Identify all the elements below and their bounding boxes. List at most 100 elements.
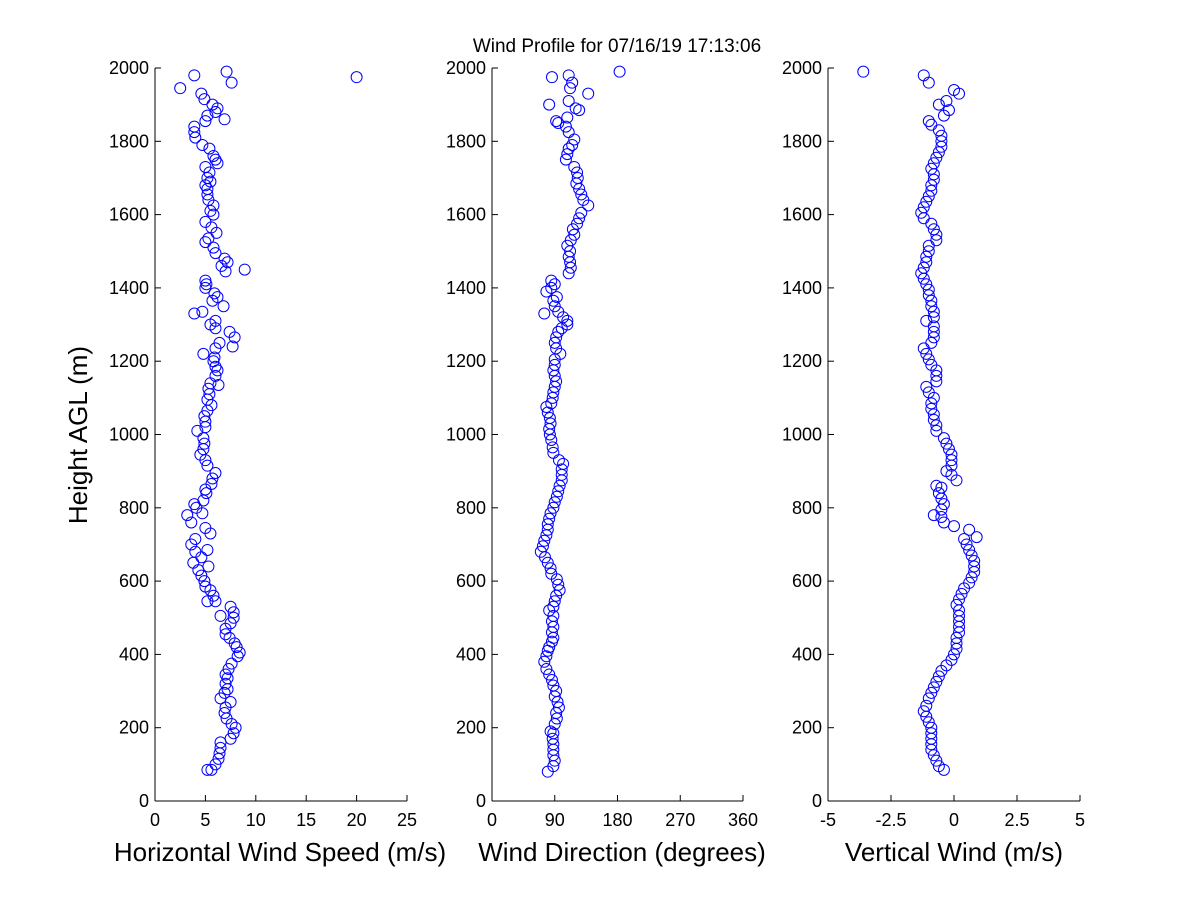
data-point xyxy=(224,732,237,745)
data-point xyxy=(573,212,586,225)
data-point xyxy=(195,569,208,582)
data-point xyxy=(544,507,557,520)
data-point xyxy=(198,575,211,588)
data-point xyxy=(922,353,935,366)
data-point xyxy=(547,386,560,399)
data-point xyxy=(930,369,943,382)
data-point xyxy=(568,228,581,241)
data-point xyxy=(225,76,238,89)
data-point xyxy=(552,578,565,591)
y-tick-label: 600 xyxy=(119,571,149,591)
data-point xyxy=(207,149,220,162)
y-tick-label: 200 xyxy=(456,718,486,738)
data-point xyxy=(932,670,945,683)
data-point xyxy=(197,347,210,360)
data-point xyxy=(548,336,561,349)
data-point xyxy=(930,675,943,688)
x-tick-label: 360 xyxy=(728,810,758,830)
data-point xyxy=(552,325,565,338)
data-point xyxy=(202,232,215,245)
data-point xyxy=(199,215,212,228)
y-tick-label: 400 xyxy=(456,644,486,664)
data-point xyxy=(915,267,928,280)
data-point xyxy=(208,287,221,300)
data-point xyxy=(206,472,219,485)
y-tick-label: 1000 xyxy=(109,425,149,445)
data-point xyxy=(927,157,940,170)
data-point xyxy=(569,102,582,115)
data-point xyxy=(920,195,933,208)
data-point xyxy=(550,115,563,128)
data-point xyxy=(557,457,570,470)
data-point xyxy=(545,71,558,84)
data-point xyxy=(198,437,211,450)
data-point xyxy=(218,113,231,126)
data-point xyxy=(562,126,575,139)
y-tick-label: 800 xyxy=(119,498,149,518)
data-point xyxy=(927,325,940,338)
data-point xyxy=(547,679,560,692)
data-point xyxy=(561,111,574,124)
data-point xyxy=(199,115,212,128)
data-point xyxy=(195,87,208,100)
data-point xyxy=(534,545,547,558)
data-point xyxy=(940,94,953,107)
data-point xyxy=(191,424,204,437)
data-point xyxy=(566,76,579,89)
data-point xyxy=(350,71,363,84)
data-point xyxy=(220,65,233,78)
data-point xyxy=(950,637,963,650)
data-point xyxy=(548,278,561,291)
data-point xyxy=(548,496,561,509)
data-point xyxy=(545,615,558,628)
data-point xyxy=(207,208,220,221)
data-point xyxy=(204,175,217,188)
data-point xyxy=(948,520,960,533)
data-point xyxy=(553,584,566,597)
data-point xyxy=(219,628,232,641)
data-point xyxy=(930,419,943,432)
data-point xyxy=(198,93,211,106)
data-point xyxy=(930,228,943,241)
data-point xyxy=(577,193,590,206)
data-point xyxy=(547,294,560,307)
data-point xyxy=(544,725,557,738)
data-point xyxy=(209,466,222,479)
y-tick-label: 1600 xyxy=(109,205,149,225)
data-point xyxy=(965,549,978,562)
y-tick-label: 600 xyxy=(456,571,486,591)
y-tick-label: 0 xyxy=(139,791,149,811)
y-tick-label: 600 xyxy=(792,571,822,591)
data-point xyxy=(544,562,557,575)
data-point xyxy=(224,600,237,613)
y-tick-label: 0 xyxy=(812,791,822,811)
data-point xyxy=(930,424,943,437)
data-point xyxy=(205,477,218,490)
data-point xyxy=(209,314,222,327)
data-point xyxy=(930,234,943,247)
data-point xyxy=(920,314,933,327)
data-point xyxy=(188,69,201,82)
y-tick-label: 1200 xyxy=(109,351,149,371)
data-point xyxy=(547,727,560,740)
data-point xyxy=(925,336,938,349)
data-point xyxy=(206,98,219,111)
data-point xyxy=(222,663,235,676)
y-tick-label: 1800 xyxy=(109,131,149,151)
data-point xyxy=(189,545,202,558)
y-tick-label: 2000 xyxy=(109,58,149,78)
data-point xyxy=(548,595,561,608)
data-point xyxy=(948,83,960,96)
data-point xyxy=(546,441,559,454)
data-point xyxy=(214,609,227,622)
data-point xyxy=(953,593,966,606)
data-point xyxy=(927,173,940,186)
data-point xyxy=(209,360,222,373)
y-tick-label: 200 xyxy=(792,718,822,738)
data-point xyxy=(197,494,210,507)
y-tick-label: 2000 xyxy=(446,58,486,78)
data-point xyxy=(927,311,940,324)
x-tick-label: 90 xyxy=(545,810,565,830)
data-point xyxy=(199,580,212,593)
